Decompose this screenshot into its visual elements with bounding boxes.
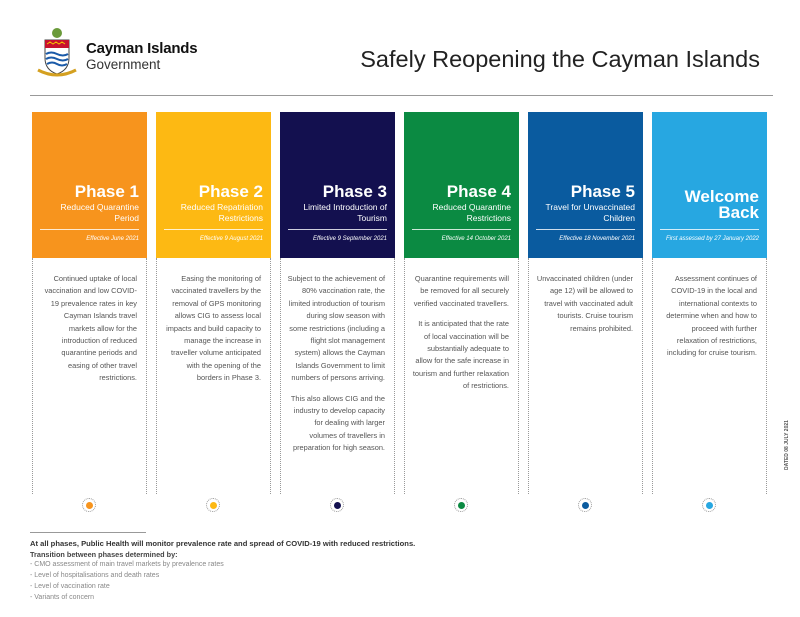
phase-subtitle: Reduced Quarantine Restrictions xyxy=(432,202,511,223)
phase-column: Phase 1 Reduced Quarantine Period Effect… xyxy=(32,112,147,512)
phase-description: Easing the monitoring of vaccinated trav… xyxy=(166,274,261,383)
phase-header: Welcome Back First assessed by 27 Januar… xyxy=(652,112,767,258)
phase-header: Phase 4 Reduced Quarantine Restrictions … xyxy=(404,112,519,258)
phase-body: Easing the monitoring of vaccinated trav… xyxy=(156,258,271,494)
timeline-dot-icon xyxy=(702,498,716,512)
timeline-dot-icon xyxy=(578,498,592,512)
timeline-dot-icon xyxy=(82,498,96,512)
phase-effective-date: Effective 9 August 2021 xyxy=(199,236,263,242)
phase-effective-date: Effective 18 November 2021 xyxy=(559,236,635,242)
phase-subtitle: Reduced Quarantine Period xyxy=(60,202,139,223)
phase-header: Phase 2 Reduced Repatriation Restriction… xyxy=(156,112,271,258)
phase-subtitle: Limited Introduction of Tourism xyxy=(303,202,387,223)
phase-header-divider xyxy=(40,229,139,230)
org-name: Cayman Islands xyxy=(86,40,198,57)
header-divider xyxy=(30,95,773,96)
phase-header-divider xyxy=(288,229,387,230)
timeline-dot-icon xyxy=(330,498,344,512)
footer-divider xyxy=(30,532,146,533)
phase-header-divider xyxy=(660,229,759,230)
phase-header-divider xyxy=(536,229,635,230)
phase-subtitle: Travel for Unvaccinated Children xyxy=(545,202,635,223)
phase-effective-date: Effective June 2021 xyxy=(86,236,139,242)
phase-description: Unvaccinated children (under age 12) wil… xyxy=(536,274,633,333)
phase-description: It is anticipated that the rate of local… xyxy=(412,319,509,391)
phase-header-divider xyxy=(164,229,263,230)
phase-column: Phase 3 Limited Introduction of Tourism … xyxy=(280,112,395,512)
phase-effective-date: Effective 9 September 2021 xyxy=(312,236,387,242)
phase-title: Phase 2 xyxy=(198,182,263,201)
phase-body: Subject to the achievement of 80% vaccin… xyxy=(280,258,395,494)
phase-title: Phase 1 xyxy=(74,182,139,201)
phase-title: Welcome Back xyxy=(684,187,759,222)
transition-heading: Transition between phases determined by: xyxy=(30,550,178,559)
phase-body: Continued uptake of local vaccination an… xyxy=(32,258,147,494)
criteria-item: - Level of vaccination rate xyxy=(30,583,110,590)
phase-description: Quarantine requirements will be removed … xyxy=(413,274,509,308)
timeline-dot-icon xyxy=(454,498,468,512)
phase-subtitle: Reduced Repatriation Restrictions xyxy=(180,202,263,223)
phase-column: Phase 4 Reduced Quarantine Restrictions … xyxy=(404,112,519,512)
org-subname: Government xyxy=(86,57,161,72)
coat-of-arms-logo xyxy=(37,28,77,77)
phase-header: Phase 1 Reduced Quarantine Period Effect… xyxy=(32,112,147,258)
phase-description: Assessment continues of COVID-19 in the … xyxy=(666,274,757,358)
timeline-dot-icon xyxy=(206,498,220,512)
phase-effective-date: Effective 14 October 2021 xyxy=(441,236,511,242)
phase-header: Phase 5 Travel for Unvaccinated Children… xyxy=(528,112,643,258)
phase-column: Phase 5 Travel for Unvaccinated Children… xyxy=(528,112,643,512)
phase-column: Welcome Back First assessed by 27 Januar… xyxy=(652,112,767,512)
phase-header: Phase 3 Limited Introduction of Tourism … xyxy=(280,112,395,258)
page-title: Safely Reopening the Cayman Islands xyxy=(360,46,760,72)
criteria-item: - CMO assessment of main travel markets … xyxy=(30,561,224,568)
phase-title: Phase 3 xyxy=(322,182,387,201)
phase-body: Assessment continues of COVID-19 in the … xyxy=(652,258,767,494)
phase-title: Phase 5 xyxy=(570,182,635,201)
phase-description: This also allows CIG and the industry to… xyxy=(290,393,385,453)
phase-header-divider xyxy=(412,229,511,230)
criteria-item: - Level of hospitalisations and death ra… xyxy=(30,572,160,579)
footer-statement: At all phases, Public Health will monito… xyxy=(30,539,416,548)
criteria-item: - Variants of concern xyxy=(30,594,95,601)
phase-effective-date: First assessed by 27 January 2022 xyxy=(665,236,759,242)
phase-title: Phase 4 xyxy=(446,182,511,201)
phase-description: Continued uptake of local vaccination an… xyxy=(44,274,137,383)
phase-column: Phase 2 Reduced Repatriation Restriction… xyxy=(156,112,271,512)
date-note: DATED 08 JULY 2021 xyxy=(784,420,790,470)
phase-body: Unvaccinated children (under age 12) wil… xyxy=(528,258,643,494)
phase-description: Subject to the achievement of 80% vaccin… xyxy=(287,274,385,383)
phase-body: Quarantine requirements will be removed … xyxy=(404,258,519,494)
